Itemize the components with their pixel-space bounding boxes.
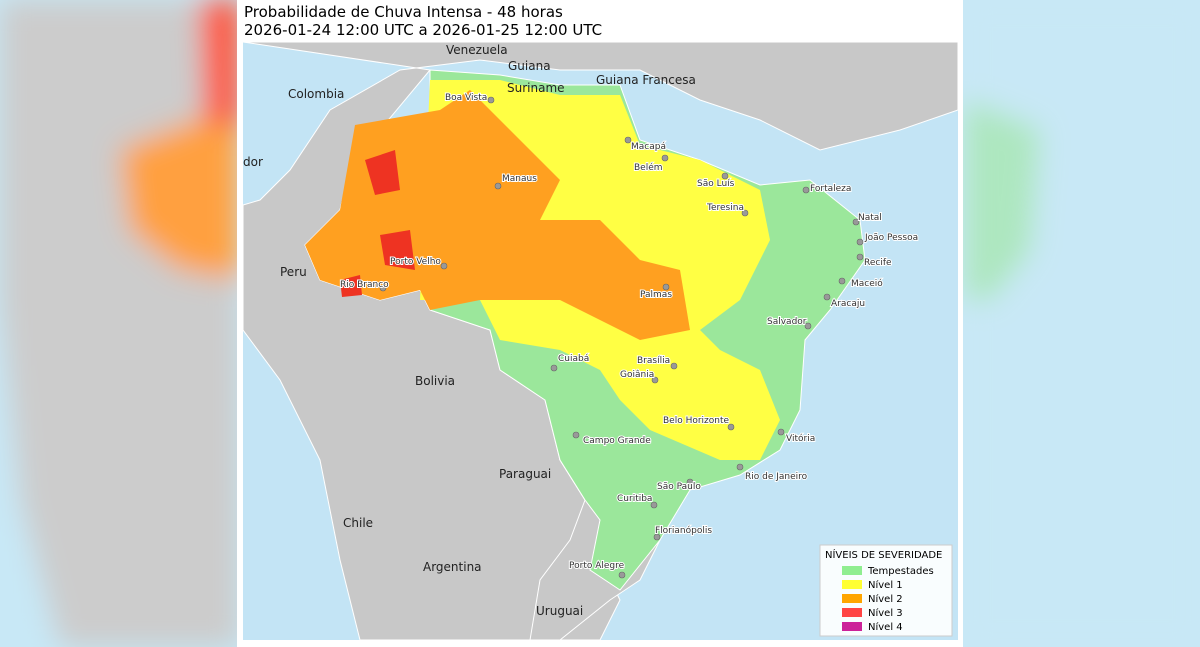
city-marker xyxy=(624,136,632,144)
city-marker xyxy=(440,262,448,270)
legend-swatch xyxy=(842,580,862,589)
city-label: Cuiabá xyxy=(558,354,589,364)
level2-area xyxy=(305,90,690,340)
city-label: Boa Vista xyxy=(445,93,487,103)
level3-area xyxy=(340,150,415,297)
country-label: Chile xyxy=(343,516,373,530)
city-label: Rio de Janeiro xyxy=(745,472,808,482)
city-label: Natal xyxy=(858,213,882,223)
city-marker xyxy=(487,96,495,104)
country-label: Peru xyxy=(280,265,307,279)
country-label: Paraguai xyxy=(499,467,551,481)
city-marker xyxy=(494,182,502,190)
city-label: Palmas xyxy=(640,290,672,300)
city-marker xyxy=(661,154,669,162)
country-label: Venezuela xyxy=(446,43,508,57)
legend-title: NÍVEIS DE SEVERIDADE xyxy=(825,548,942,561)
legend: NÍVEIS DE SEVERIDADE Tempestades Nível 1 N… xyxy=(819,544,953,637)
country-label: Suriname xyxy=(507,81,565,95)
city-marker xyxy=(741,209,749,217)
legend-swatch xyxy=(842,622,862,631)
city-marker xyxy=(670,362,678,370)
city-marker xyxy=(852,218,860,226)
legend-label: Nível 3 xyxy=(868,607,903,619)
city-label: Goiânia xyxy=(620,370,654,380)
city-label: Brasília xyxy=(637,356,670,366)
country-label: Guiana xyxy=(508,59,551,73)
city-label: Vitória xyxy=(786,433,815,444)
city-marker xyxy=(838,277,846,285)
city-marker xyxy=(572,431,580,439)
legend-label: Nível 4 xyxy=(868,621,903,633)
city-label: Salvador xyxy=(767,317,807,327)
city-marker xyxy=(550,364,558,372)
city-label: Fortaleza xyxy=(810,184,851,194)
city-marker xyxy=(662,283,670,291)
country-label: Guiana Francesa xyxy=(596,73,696,87)
city-marker xyxy=(618,571,626,579)
city-label: Rio Branco xyxy=(340,280,389,290)
city-marker xyxy=(721,172,729,180)
country-label: Uruguai xyxy=(536,604,583,618)
city-marker xyxy=(802,186,810,194)
city-marker xyxy=(804,322,812,330)
city-marker xyxy=(379,284,387,292)
country-label: dor xyxy=(243,155,263,169)
subtitle: 2026-01-24 12:00 UTC a 2026-01-25 12:00 … xyxy=(244,21,602,39)
legend-swatch xyxy=(842,566,862,575)
city-marker xyxy=(653,533,661,541)
legend-swatch xyxy=(842,594,862,603)
city-marker xyxy=(727,423,735,431)
country-label: Argentina xyxy=(423,560,482,574)
city-label: Porto Alegre xyxy=(569,561,625,571)
legend-label: Nível 2 xyxy=(868,593,903,605)
title: Probabilidade de Chuva Intensa - 48 hora… xyxy=(244,3,563,21)
city-label: São Paulo xyxy=(657,482,701,492)
city-label: Porto Velho xyxy=(390,257,441,267)
city-marker xyxy=(856,253,864,261)
legend-items: Tempestades Nível 1 Nível 2 Nível 3 Nível 4 xyxy=(842,566,934,633)
city-marker xyxy=(823,293,831,301)
city-label: Teresina xyxy=(706,203,744,213)
city-label: João Pessoa xyxy=(864,233,918,243)
legend-label: Nível 1 xyxy=(868,579,903,591)
city-label: Florianópolis xyxy=(655,525,712,536)
country-label: Colombia xyxy=(288,87,344,101)
legend-swatch xyxy=(842,608,862,617)
city-label: Aracaju xyxy=(831,299,865,309)
city-marker xyxy=(651,376,659,384)
city-label: Maceió xyxy=(851,278,883,289)
city-label: São Luís xyxy=(697,179,735,189)
map xyxy=(243,42,958,640)
city-marker xyxy=(736,463,744,471)
legend-label: Tempestades xyxy=(867,566,934,577)
city-label: Manaus xyxy=(502,174,537,184)
city-label: Macapá xyxy=(631,142,666,152)
city-label: Curitiba xyxy=(617,494,652,504)
city-marker xyxy=(686,478,694,486)
country-label: Bolivia xyxy=(415,374,455,388)
city-label: Recife xyxy=(864,258,892,268)
city-label: Belém xyxy=(634,162,663,173)
city-marker xyxy=(777,428,785,436)
city-label: Campo Grande xyxy=(583,436,651,446)
city-label: Belo Horizonte xyxy=(663,416,730,426)
city-marker xyxy=(650,501,658,509)
city-marker xyxy=(856,238,864,246)
